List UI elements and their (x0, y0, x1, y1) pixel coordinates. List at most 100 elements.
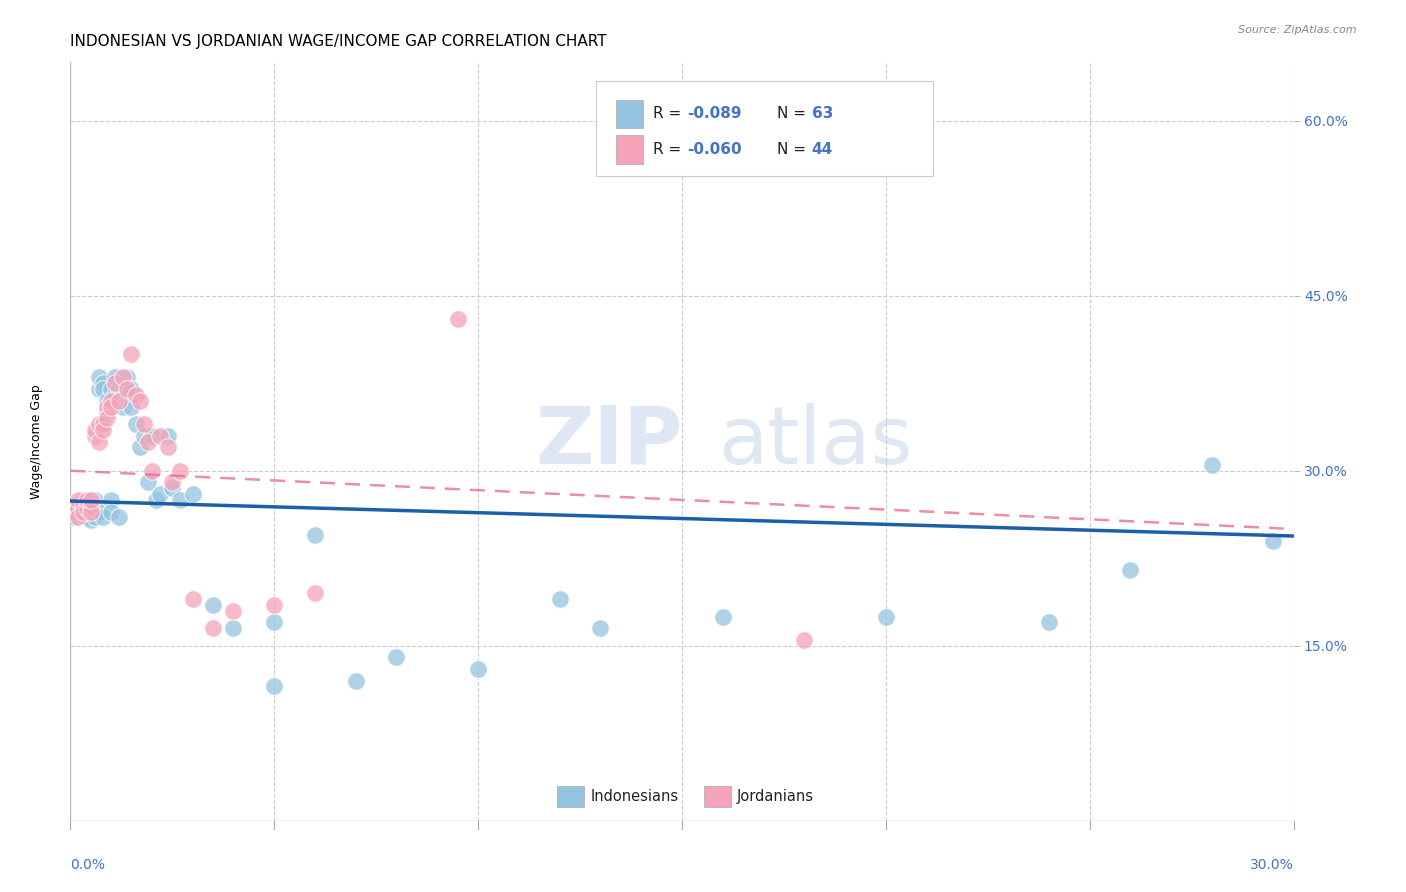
Point (91, 376, 114, 391)
Point (141, 428, 163, 442)
Point (121, 347, 143, 361)
Point (1261, 533, 1284, 548)
Point (72, 492, 94, 507)
Point (79, 504, 103, 518)
Text: Jordanians: Jordanians (737, 789, 814, 804)
Point (83, 423, 105, 437)
Point (87, 417, 110, 431)
Point (162, 475, 183, 490)
Point (141, 464, 163, 478)
Point (1038, 615, 1060, 630)
Point (344, 673, 367, 688)
Point (157, 428, 180, 442)
Text: Source: ZipAtlas.com: Source: ZipAtlas.com (1239, 25, 1357, 35)
Point (202, 598, 225, 612)
Point (100, 504, 122, 518)
Point (96, 393, 118, 408)
Point (87, 504, 110, 518)
Point (104, 370, 127, 384)
Point (79, 496, 103, 510)
Point (67, 501, 90, 516)
Point (793, 632, 815, 647)
Point (222, 604, 245, 618)
Point (121, 382, 143, 396)
Point (447, 312, 470, 326)
Point (108, 382, 131, 396)
Point (83, 501, 105, 516)
Point (79, 492, 103, 507)
Point (76, 501, 98, 516)
Point (162, 481, 183, 495)
Point (72, 508, 94, 522)
Point (145, 492, 167, 507)
Point (91, 510, 114, 524)
Point (108, 510, 131, 524)
Point (304, 528, 326, 542)
Point (63, 499, 86, 513)
Point (124, 388, 146, 402)
Point (79, 513, 103, 527)
Point (222, 621, 245, 635)
Text: 63: 63 (811, 106, 832, 121)
Point (149, 487, 172, 501)
Point (76, 510, 98, 524)
Point (104, 376, 127, 391)
Point (112, 370, 135, 384)
Text: 0.0%: 0.0% (70, 858, 105, 872)
Point (132, 417, 155, 431)
Point (72, 504, 94, 518)
Point (67, 492, 90, 507)
Point (128, 441, 150, 455)
FancyBboxPatch shape (616, 100, 643, 128)
Point (72, 501, 94, 516)
Point (100, 393, 122, 408)
Point (87, 382, 110, 396)
Point (169, 464, 191, 478)
Point (96, 411, 118, 425)
Point (83, 492, 105, 507)
Point (100, 382, 122, 396)
Point (67, 504, 90, 518)
Point (304, 586, 326, 600)
Text: Wage/Income Gap: Wage/Income Gap (30, 384, 42, 499)
FancyBboxPatch shape (596, 81, 932, 177)
FancyBboxPatch shape (704, 786, 731, 807)
Point (83, 428, 105, 442)
Point (263, 615, 285, 630)
Point (104, 388, 127, 402)
Point (711, 609, 734, 624)
Point (157, 441, 180, 455)
Text: R =: R = (652, 106, 686, 121)
Point (112, 400, 135, 414)
Text: 30.0%: 30.0% (1250, 858, 1294, 872)
Point (121, 400, 143, 414)
Point (87, 434, 110, 449)
Point (87, 370, 110, 384)
Point (63, 510, 86, 524)
Point (117, 382, 139, 396)
Point (548, 592, 571, 607)
Text: atlas: atlas (718, 402, 912, 481)
Point (117, 370, 139, 384)
Point (1201, 458, 1223, 472)
Point (63, 504, 86, 518)
Point (132, 428, 155, 442)
Point (112, 382, 135, 396)
Point (108, 393, 131, 408)
Point (589, 621, 612, 635)
Point (181, 592, 204, 607)
Text: ZIP: ZIP (536, 402, 682, 481)
Text: R =: R = (652, 142, 686, 157)
Point (96, 405, 118, 419)
Text: INDONESIAN VS JORDANIAN WAGE/INCOME GAP CORRELATION CHART: INDONESIAN VS JORDANIAN WAGE/INCOME GAP … (70, 34, 607, 49)
Text: N =: N = (778, 106, 811, 121)
Point (79, 499, 103, 513)
Point (467, 662, 489, 676)
Point (91, 382, 114, 396)
Point (96, 400, 118, 414)
Point (263, 680, 285, 694)
Point (100, 400, 122, 414)
Point (83, 510, 105, 524)
Point (136, 475, 159, 490)
Point (875, 609, 897, 624)
